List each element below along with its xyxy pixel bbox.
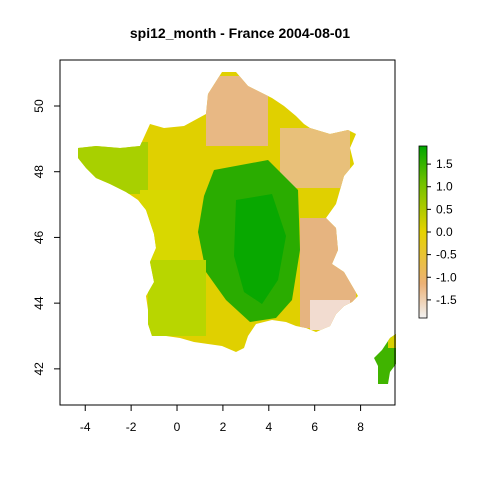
y-axis: 42 44 46 48 50 xyxy=(32,99,60,376)
y-tick-label: 46 xyxy=(32,230,46,244)
x-tick-label: -2 xyxy=(126,420,137,434)
y-tick-label: 50 xyxy=(32,99,46,113)
legend-tick-label: 0.0 xyxy=(436,225,453,239)
region-north xyxy=(206,76,268,146)
x-tick-label: 2 xyxy=(220,420,227,434)
y-tick-label: 48 xyxy=(32,165,46,179)
region-south-central-wet xyxy=(234,194,286,304)
region-brittany xyxy=(78,142,148,194)
chart-title: spi12_month - France 2004-08-01 xyxy=(130,25,350,41)
region-northeast-dry xyxy=(280,128,350,188)
y-tick-label: 42 xyxy=(32,362,46,376)
y-tick-label: 44 xyxy=(32,296,46,310)
legend-tick-label: -0.5 xyxy=(436,248,457,262)
legend-tick-label: -1.0 xyxy=(436,270,457,284)
region-west-coast xyxy=(140,190,180,260)
legend-tick-label: -1.5 xyxy=(436,293,457,307)
x-tick-label: 8 xyxy=(357,420,364,434)
legend-tick-label: 1.5 xyxy=(436,157,453,171)
x-axis: -4 -2 0 2 4 6 8 xyxy=(80,405,364,434)
region-southwest xyxy=(148,260,206,336)
legend-tick-label: 1.0 xyxy=(436,180,453,194)
legend-colorbar xyxy=(418,145,428,319)
plot-frame xyxy=(59,59,396,406)
france-mainland-raster xyxy=(78,72,358,352)
x-tick-label: 0 xyxy=(174,420,181,434)
x-tick-label: -4 xyxy=(80,420,91,434)
x-tick-label: 4 xyxy=(265,420,272,434)
legend-tick-label: 0.5 xyxy=(436,202,453,216)
color-legend: -1.5 -1.0 -0.5 0.0 0.5 1.0 1.5 xyxy=(418,145,457,319)
x-tick-label: 6 xyxy=(311,420,318,434)
